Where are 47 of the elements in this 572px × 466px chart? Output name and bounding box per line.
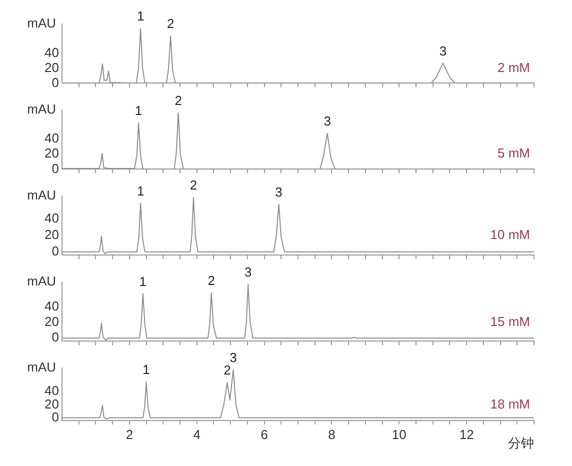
annotation: 2 [190,178,198,193]
y-tick-label: 0 [52,74,59,90]
y-tick-label: 0 [52,409,59,424]
y-tick-label: 20 [44,314,59,330]
annotation: 3 [275,184,282,200]
annotation: 5 mM [498,146,530,161]
annotation: 2 [174,93,182,108]
y-tick-label: 40 [44,383,59,398]
annotation: 1 [134,102,142,118]
annotation: 3 [230,350,237,366]
y-tick-label: 20 [44,146,59,161]
annotation: 1 [136,183,144,198]
annotation: 10 mM [490,227,530,242]
y-tick-label: 40 [44,298,59,314]
y-axis-title: mAU [27,102,56,117]
annotation: 2 [166,16,174,31]
annotation: 2 [208,272,215,288]
x-axis-title: 分钟 [508,435,534,450]
y-axis-title: mAU [27,188,56,203]
annotation: 3 [439,43,447,58]
annotation: 15 mM [490,314,530,330]
y-tick-label: 0 [52,330,59,345]
y-axis-title: mAU [27,274,56,289]
annotation: 1 [139,274,147,289]
x-tick-label: 10 [392,426,406,442]
y-tick-label: 20 [44,60,59,75]
y-tick-label: 0 [52,160,59,176]
annotation: 3 [324,114,331,129]
annotation: 1 [136,8,144,24]
annotation: 2 [224,362,231,378]
x-tick-label: 4 [193,426,200,442]
y-axis-title: mAU [27,360,56,375]
annotation: 1 [142,362,150,377]
y-tick-label: 40 [44,130,59,146]
annotation: 18 mM [490,396,530,412]
x-tick-label: 8 [328,426,336,442]
x-tick-label: 6 [260,426,268,442]
y-tick-label: 40 [44,45,59,60]
y-tick-label: 40 [44,210,59,226]
y-tick-label: 0 [52,243,59,258]
y-tick-label: 20 [44,396,59,412]
annotation: 2 mM [498,60,530,75]
x-tick-label: 2 [126,426,134,442]
y-tick-label: 20 [44,227,59,242]
annotation: 3 [244,264,252,280]
y-axis-title: mAU [27,16,56,31]
x-tick-label: 12 [459,426,474,442]
